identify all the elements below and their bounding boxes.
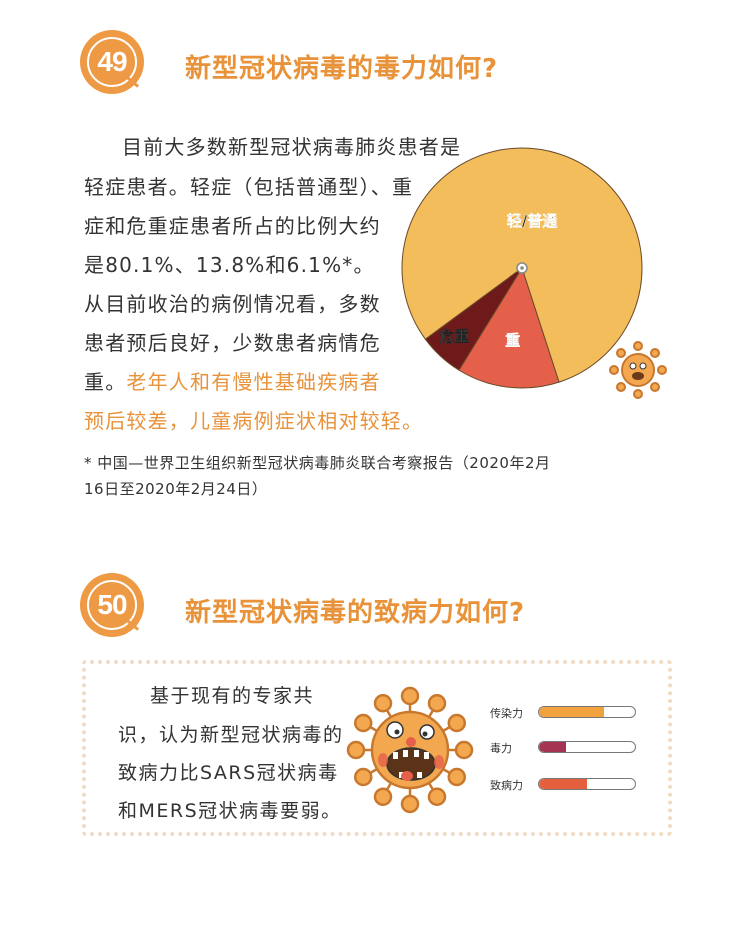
virus-spike [427, 693, 447, 713]
question-number-badge: 50 [80, 573, 144, 637]
virus-illustration [346, 686, 474, 814]
pie-label: 重 [505, 331, 520, 349]
bar-label: 致病力 [490, 779, 523, 792]
pie-chart: 重 危重 轻/普通 [401, 147, 667, 399]
question-title: 新型冠状病毒的毒力如何? [185, 54, 499, 84]
bar-label: 毒力 [490, 742, 512, 755]
badge-number: 50 [97, 589, 127, 620]
question-number-badge: 49 [80, 30, 144, 94]
body-line: 识，认为新型冠状病毒的 [118, 724, 344, 746]
body-line: 和MERS冠状病毒要弱。 [118, 800, 342, 822]
body-line: 是80.1%、13.8%和6.1%*。 [84, 253, 375, 277]
body-text: 重。 [84, 370, 127, 394]
body-line: 轻症患者。轻症（包括普通型）、重 [84, 175, 414, 199]
body-line: 目前大多数新型冠状病毒肺炎患者是 [122, 135, 462, 159]
virus-spike [400, 794, 420, 814]
small-virus-icon [609, 341, 667, 399]
badge-ring [87, 37, 137, 87]
body-line: 症和危重症患者所占的比例大约 [84, 214, 381, 238]
pie-slice [458, 266, 560, 389]
highlight-text: 老年人和有慢性基础疾病者 [126, 370, 381, 394]
virus-spike [427, 787, 447, 807]
virus-spike [373, 787, 393, 807]
footnote-line: 16日至2020年2月24日） [84, 480, 268, 498]
virus-spike [346, 740, 366, 760]
answer-box [82, 660, 672, 836]
virus-spike [447, 767, 467, 787]
virus-spike [447, 713, 467, 733]
highlight-line: 预后较差，儿童病例症状相对较轻。 [84, 409, 424, 433]
question-title: 新型冠状病毒的致病力如何? [185, 598, 526, 628]
bar-track [538, 778, 636, 790]
bar-fill [539, 742, 566, 752]
footnote-line: * 中国—世界卫生组织新型冠状病毒肺炎联合考察报告（2020年2月 [84, 454, 551, 472]
pie-label: 危重 [439, 328, 469, 346]
virus-spike [353, 713, 373, 733]
bar-fill [539, 779, 587, 789]
bar-track [538, 741, 636, 753]
body-line: 患者预后良好，少数患者病情危 [84, 331, 381, 355]
bar-fill [539, 707, 605, 717]
pie-label: 轻/普通 [507, 212, 557, 230]
virus-spike [373, 693, 393, 713]
body-line: 从目前收治的病例情况看，多数 [84, 292, 381, 316]
body-line: 基于现有的专家共 [150, 685, 315, 707]
body-line: 重。老年人和有慢性基础疾病者 [84, 366, 381, 395]
body-line: 致病力比SARS冠状病毒 [118, 762, 339, 784]
virus-spike [400, 686, 420, 706]
bar-track [538, 706, 636, 718]
pie-center-dot [520, 266, 524, 270]
bar-label: 传染力 [490, 707, 523, 720]
badge-ring [87, 580, 137, 630]
badge-number: 49 [97, 46, 127, 77]
virus-spike [454, 740, 474, 760]
virus-spike [353, 767, 373, 787]
